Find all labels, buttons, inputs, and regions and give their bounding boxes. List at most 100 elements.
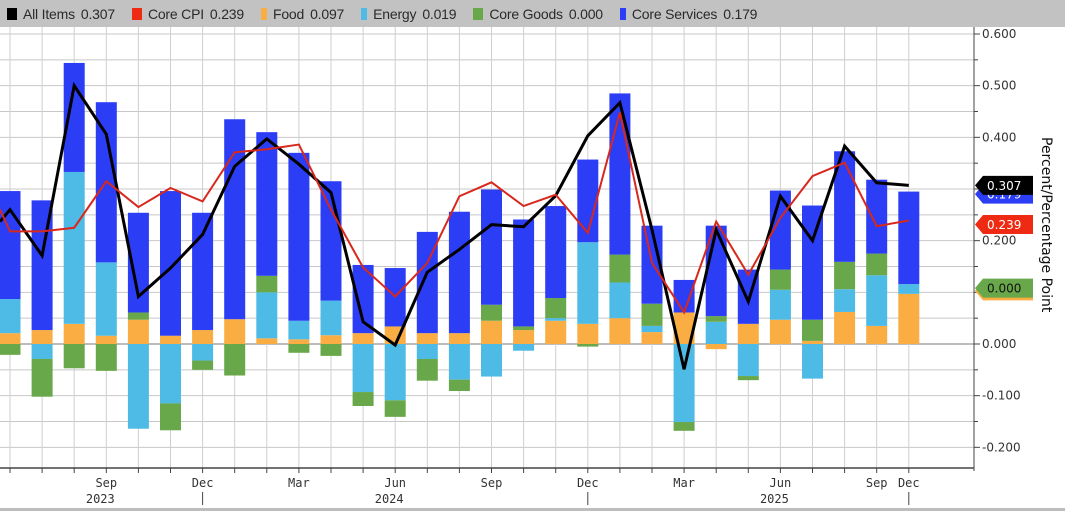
bar-segment-core-goods: [673, 422, 695, 431]
bar-segment-energy: [31, 344, 53, 359]
y-tick-label: 0.200: [982, 234, 1016, 248]
bar-segment-energy: [834, 289, 856, 312]
legend-item-all-items[interactable]: All Items 0.307: [7, 6, 115, 22]
bar-segment-energy: [545, 318, 567, 321]
bar-segment-energy: [705, 321, 727, 344]
bar-segment-core-services: [160, 191, 181, 336]
bar-segment-food: [705, 344, 727, 350]
bar-segment-core-goods: [866, 253, 888, 276]
x-tick-label-month: Mar: [673, 476, 695, 490]
x-tick-label-month: Jun: [770, 476, 792, 490]
bar-segment-energy: [95, 262, 117, 336]
bar-segment-core-services: [127, 212, 149, 313]
bar-segment-core-services: [898, 191, 920, 285]
bar-segment-food: [577, 323, 599, 344]
bar-segment-food: [769, 319, 791, 344]
bar-segment-food: [256, 338, 278, 344]
legend-value: 0.179: [723, 5, 758, 22]
legend-label: Energy: [373, 5, 417, 22]
legend-item-core-services[interactable]: Core Services 0.179: [619, 5, 758, 22]
bar-segment-core-goods: [737, 376, 759, 381]
bar-segment-core-goods: [192, 360, 214, 370]
x-tick-label-month: Mar: [288, 476, 310, 490]
legend-item-food[interactable]: Food 0.097: [260, 5, 345, 22]
legend-label: All Items: [23, 5, 75, 22]
legend-label: Core Goods: [489, 5, 563, 22]
bar-segment-core-services: [545, 206, 567, 299]
bar-segment-core-goods: [352, 392, 374, 406]
legend-item-energy[interactable]: Energy 0.019: [361, 5, 457, 22]
bar-segment-food: [513, 330, 535, 344]
legend-item-core-cpi[interactable]: Core CPI 0.239: [131, 6, 244, 22]
bar-segment-food: [866, 325, 888, 344]
bar-segment-core-services: [192, 212, 214, 331]
bar-segment-energy: [737, 344, 759, 377]
x-tick-label-month: Dec: [192, 476, 214, 490]
legend-value: 0.097: [310, 5, 345, 22]
bar-segment-core-goods: [384, 400, 406, 417]
bar-segment-core-services: [352, 264, 374, 334]
bar-segment-food: [352, 333, 374, 344]
bar-segment-core-services: [513, 219, 535, 327]
bar-segment-core-goods: [641, 303, 663, 326]
bar-segment-energy: [320, 300, 342, 336]
cpi-contribution-chart: 0.600 0.500 0.400 0.200 0.000 -0.100 -0.200 Sep…: [0, 27, 1054, 506]
bar-segment-core-services: [866, 179, 888, 254]
bar-segment-energy: [481, 344, 502, 377]
bar-segment-food: [160, 335, 181, 344]
x-tick-label-month: Sep: [95, 476, 117, 490]
x-tick-label-month: Sep: [481, 476, 503, 490]
bar-segment-energy: [256, 292, 278, 339]
bar-segment-energy: [127, 344, 149, 429]
x-tick-label-month: Dec: [577, 476, 599, 490]
bar-segment-food: [31, 330, 53, 344]
y-tick-label: 0.600: [982, 27, 1016, 41]
bar-segment-food: [0, 333, 21, 344]
bar-segment-energy: [384, 344, 406, 401]
bar-segment-core-goods: [160, 403, 181, 431]
bar-segment-energy: [802, 344, 823, 379]
bar-segment-energy: [641, 325, 663, 333]
bar-segment-core-services: [416, 231, 438, 334]
bar-segment-core-services: [577, 159, 599, 243]
bar-segment-energy: [192, 344, 214, 361]
bar-segment-core-services: [673, 279, 695, 313]
bar-segment-energy: [448, 344, 470, 380]
bar-segment-core-goods: [513, 326, 535, 331]
legend-value: 0.019: [422, 5, 457, 22]
badge-text: 0.000: [987, 282, 1021, 296]
bar-segment-food: [127, 319, 149, 344]
legend-item-core-goods[interactable]: Core Goods 0.000: [473, 6, 603, 22]
bar-segment-core-goods: [224, 344, 246, 376]
bar-segment-food: [673, 312, 695, 344]
bar-segment-core-services: [0, 191, 21, 300]
bar-segment-energy: [288, 320, 310, 340]
bar-segment-energy: [352, 344, 374, 393]
value-badge-all-items: 0.307: [975, 175, 1033, 195]
legend-swatch-icon: [131, 7, 142, 20]
bar-segment-core-services: [705, 225, 727, 317]
y-tick-label: 0.400: [982, 130, 1016, 144]
y-axis-title: Percent/Percentage Point: [1038, 137, 1054, 313]
bottom-border: [0, 508, 1065, 511]
legend-swatch-icon: [260, 7, 267, 20]
x-tick-label-year: 2023: [86, 492, 115, 506]
x-tick-label-month: Dec: [898, 476, 920, 490]
bar-segment-core-services: [609, 93, 631, 255]
bar-segment-food: [288, 339, 310, 344]
badge-shape: [975, 175, 1033, 195]
bar-segment-core-services: [481, 189, 502, 305]
bar-segment-food: [416, 333, 438, 344]
bar-segment-energy: [769, 289, 791, 320]
bar-segment-food: [192, 330, 214, 344]
bar-segment-energy: [160, 344, 181, 404]
bar-segment-energy: [0, 299, 21, 334]
bar-segment-core-goods: [769, 269, 791, 290]
bar-segment-energy: [673, 344, 695, 423]
value-badge-core-goods: 0.000: [975, 278, 1033, 298]
bar-segment-food: [448, 333, 470, 344]
bar-segment-core-goods: [127, 312, 149, 320]
bar-segment-food: [802, 340, 823, 344]
bar-segment-core-services: [224, 119, 246, 320]
bar-segment-core-services: [63, 62, 85, 172]
